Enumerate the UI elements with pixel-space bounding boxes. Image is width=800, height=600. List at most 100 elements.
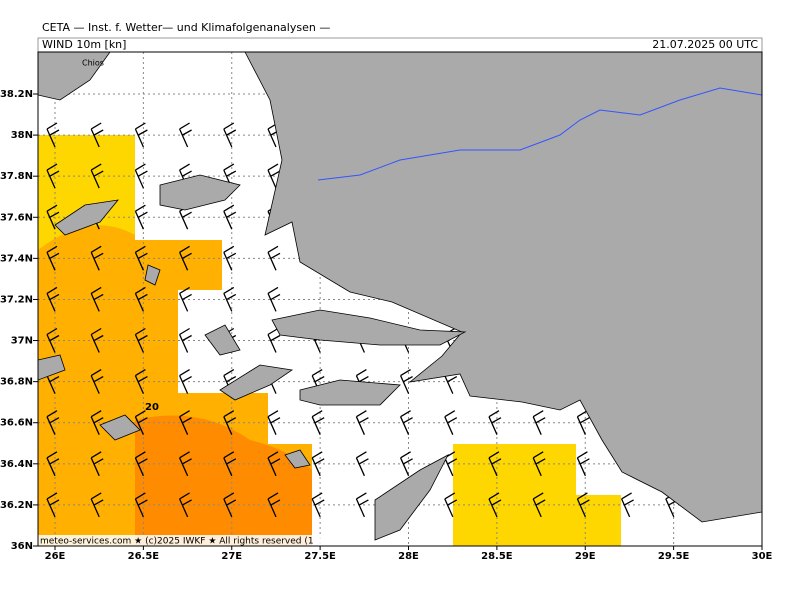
wind-barb <box>134 163 148 189</box>
wind-barb <box>134 245 148 271</box>
wind-barb <box>90 327 104 353</box>
map-area: Chios 20 meteo-services.com ★ (c)2025 IW… <box>38 52 762 547</box>
wind-barb <box>46 245 60 271</box>
wind-barb <box>621 492 634 518</box>
lat-label: 37.2N <box>0 294 33 305</box>
lat-label: 38N <box>11 130 33 141</box>
wind-barb <box>444 410 458 435</box>
wind-barb <box>311 492 325 518</box>
place-label: Chios <box>82 59 104 68</box>
lon-label: 26E <box>45 551 66 562</box>
wind-barb <box>267 163 281 189</box>
lon-label: 27E <box>221 551 242 562</box>
lat-label: 36.4N <box>0 459 33 470</box>
wind-barb <box>355 492 369 518</box>
wind-barb <box>134 204 148 230</box>
wind-barb <box>46 327 60 353</box>
wind-barb <box>223 410 237 435</box>
wind-barb <box>179 451 192 477</box>
wind-barb <box>576 451 590 477</box>
wind-barb <box>134 327 148 353</box>
wind-barb <box>179 410 192 435</box>
wind-barb <box>223 286 237 312</box>
wind-barb <box>223 204 237 230</box>
wind-barb <box>532 451 546 477</box>
wind-barb <box>90 245 104 271</box>
lat-label: 36N <box>11 541 33 552</box>
wind-barb <box>311 410 325 435</box>
lon-label: 29.5E <box>658 551 690 562</box>
wind-barb <box>400 410 413 435</box>
wind-barb <box>355 451 369 477</box>
field-label: WIND 10m [kn] <box>42 38 126 51</box>
wind-barb <box>134 410 148 435</box>
wind-barb <box>46 163 60 189</box>
lat-label: 36.2N <box>0 500 33 511</box>
wind-barb <box>134 369 148 394</box>
wind-barb <box>46 451 60 477</box>
wind-barb <box>90 122 104 148</box>
wind-barb <box>179 492 192 518</box>
wind-barb <box>46 204 60 230</box>
wind-barb <box>179 245 192 271</box>
wind-barb <box>267 286 281 312</box>
lon-label: 28E <box>398 551 419 562</box>
wind-barb <box>267 410 281 435</box>
lat-label: 37.6N <box>0 212 33 223</box>
wind-barb <box>46 410 60 435</box>
title: CETA — Inst. f. Wetter— und Klimafolgena… <box>42 21 330 34</box>
wind-barb <box>90 410 104 435</box>
wind-barb <box>355 410 369 435</box>
wind-barb <box>90 492 104 518</box>
wind-barb <box>400 451 413 477</box>
wind-barb <box>179 327 192 353</box>
wind-barb <box>134 286 148 312</box>
lon-label: 29E <box>575 551 596 562</box>
wind-barb <box>267 451 281 477</box>
wind-barb <box>576 492 590 518</box>
valid-time: 21.07.2025 00 UTC <box>652 38 758 51</box>
wind-barb <box>267 327 281 353</box>
wind-barb <box>179 369 192 394</box>
wind-barb <box>46 286 60 312</box>
wind-barb <box>134 451 148 477</box>
wind-barb <box>532 492 546 518</box>
lon-label: 28.5E <box>481 551 513 562</box>
contour-label: 20 <box>145 402 159 413</box>
lon-label: 26.5E <box>128 551 160 562</box>
lon-label: 27.5E <box>304 551 336 562</box>
wind-barb <box>179 286 192 312</box>
wind-barb <box>532 410 546 435</box>
wind-barb <box>488 410 502 435</box>
lat-label: 38.2N <box>0 89 33 100</box>
wind-barb <box>267 492 281 518</box>
credit: meteo-services.com ★ (c)2025 IWKF ★ All … <box>40 537 314 547</box>
lat-label: 37.4N <box>0 253 33 264</box>
wind-barb <box>223 245 237 271</box>
wind-barb <box>90 163 104 189</box>
wind-barb <box>134 492 148 518</box>
wind-barb <box>134 122 148 148</box>
wind-barb <box>46 122 60 148</box>
lat-label: 37N <box>11 336 33 347</box>
wind-barb <box>488 451 502 477</box>
lat-label: 36.8N <box>0 377 33 388</box>
wind-barb <box>400 369 413 394</box>
wind-barb <box>223 122 237 148</box>
wind-barb <box>576 410 590 435</box>
wind-barb <box>267 245 281 271</box>
lat-label: 36.6N <box>0 418 33 429</box>
wind-barb <box>488 492 502 518</box>
wind-barb <box>444 492 458 518</box>
wind-barb <box>311 451 325 477</box>
wind-barb <box>223 492 237 518</box>
wind-barb <box>179 122 192 148</box>
wind-barb <box>90 286 104 312</box>
lat-label: 37.8N <box>0 171 33 182</box>
lon-label: 30E <box>752 551 773 562</box>
wind-barb <box>90 369 104 394</box>
wind-barb <box>90 451 104 477</box>
wind-barb <box>46 492 60 518</box>
wind-barb <box>223 451 237 477</box>
